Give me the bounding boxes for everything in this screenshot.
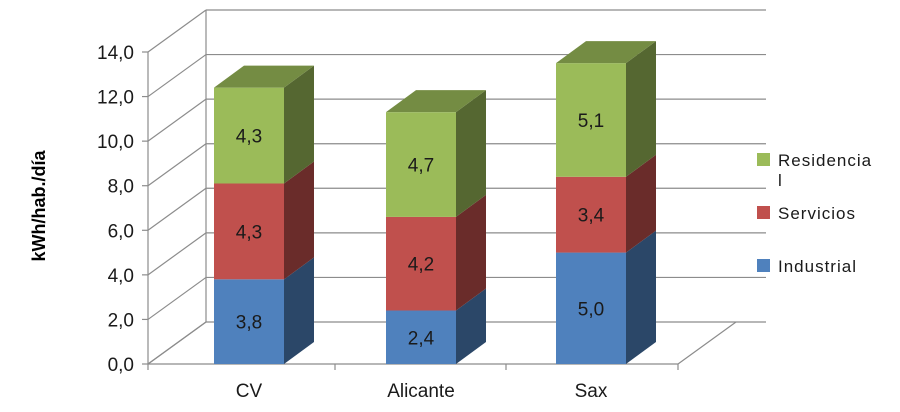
- bar-front: [386, 310, 456, 364]
- legend-label: Servicios: [778, 204, 856, 223]
- legend-label: Residencia l: [778, 151, 872, 190]
- bar-front: [386, 216, 456, 311]
- bar-segment-servicios-cv: 4,3: [214, 161, 314, 280]
- bar-side: [626, 41, 656, 177]
- data-label: 4,7: [408, 156, 434, 177]
- bar-top: [556, 41, 656, 64]
- bar-side: [626, 230, 656, 364]
- legend-label: Industrial: [778, 257, 857, 276]
- x-category-label: CV: [236, 381, 263, 402]
- y-tick-label: 6,0: [108, 221, 134, 242]
- bar-front: [556, 176, 626, 253]
- data-label: 5,1: [578, 111, 604, 132]
- bar-side: [284, 257, 314, 364]
- bar-side: [456, 288, 486, 364]
- data-label: 3,4: [578, 206, 605, 227]
- bar-segment-servicios-alicante: 4,2: [386, 194, 486, 311]
- grid-diagonal: [147, 232, 207, 276]
- legend: Residencia l Servicios Industrial: [757, 151, 872, 276]
- bars: 3,8 4,3 4,3 2,4 4,2 4,7 5,0 3,4 5,1: [214, 41, 656, 364]
- bar-segment-industrial-alicante: 2,4: [386, 288, 486, 364]
- bar-front: [214, 87, 284, 184]
- bar-side: [456, 194, 486, 311]
- y-tick-label: 14,0: [97, 43, 134, 64]
- data-label: 2,4: [408, 328, 435, 349]
- bar-segment-residencial-sax: 5,1: [556, 41, 656, 177]
- y-tick-label: 2,0: [108, 310, 134, 331]
- data-label: 5,0: [578, 299, 604, 320]
- bar-side: [626, 154, 656, 253]
- bar-front: [386, 112, 456, 217]
- bar-segment-residencial-cv: 4,3: [214, 65, 314, 184]
- x-axis-categories: CV Alicante Sax: [236, 381, 608, 402]
- y-tick-label: 12,0: [97, 88, 134, 109]
- legend-swatch: [757, 259, 770, 272]
- grid-diagonal: [147, 9, 207, 53]
- grid-diagonal: [147, 276, 207, 320]
- bar-front: [214, 279, 284, 364]
- y-axis-label: kWh/hab./día: [29, 150, 49, 262]
- data-label: 4,2: [408, 255, 434, 276]
- legend-swatch: [757, 206, 770, 219]
- bar-front: [556, 252, 626, 364]
- bar-segment-industrial-cv: 3,8: [214, 257, 314, 364]
- grid-diagonal: [147, 187, 207, 231]
- y-axis-ticks: 0,0 2,0 4,0 6,0 8,0 10,0 12,0 14,0: [97, 43, 148, 376]
- bar-front: [556, 63, 626, 177]
- bar-side: [284, 65, 314, 184]
- data-label: 3,8: [236, 313, 262, 334]
- y-tick-label: 8,0: [108, 177, 134, 198]
- bar-segment-residencial-alicante: 4,7: [386, 90, 486, 217]
- data-label: 4,3: [236, 127, 262, 148]
- bar-front: [214, 183, 284, 280]
- bar-segment-servicios-sax: 3,4: [556, 154, 656, 253]
- x-category-label: Sax: [575, 381, 608, 402]
- bar-segment-industrial-sax: 5,0: [556, 230, 656, 364]
- bar-top: [214, 65, 314, 88]
- grid-diagonal: [147, 54, 207, 98]
- y-tick-label: 10,0: [97, 132, 134, 153]
- bar-side: [284, 161, 314, 280]
- bar-top: [386, 90, 486, 113]
- x-category-label: Alicante: [387, 381, 455, 402]
- data-label: 4,3: [236, 222, 262, 243]
- grid-diagonal: [147, 98, 207, 142]
- y-tick-label: 4,0: [108, 266, 134, 287]
- legend-swatch: [757, 153, 770, 166]
- bar-side: [456, 90, 486, 217]
- y-tick-label: 0,0: [108, 355, 134, 376]
- grid-diagonal: [147, 143, 207, 187]
